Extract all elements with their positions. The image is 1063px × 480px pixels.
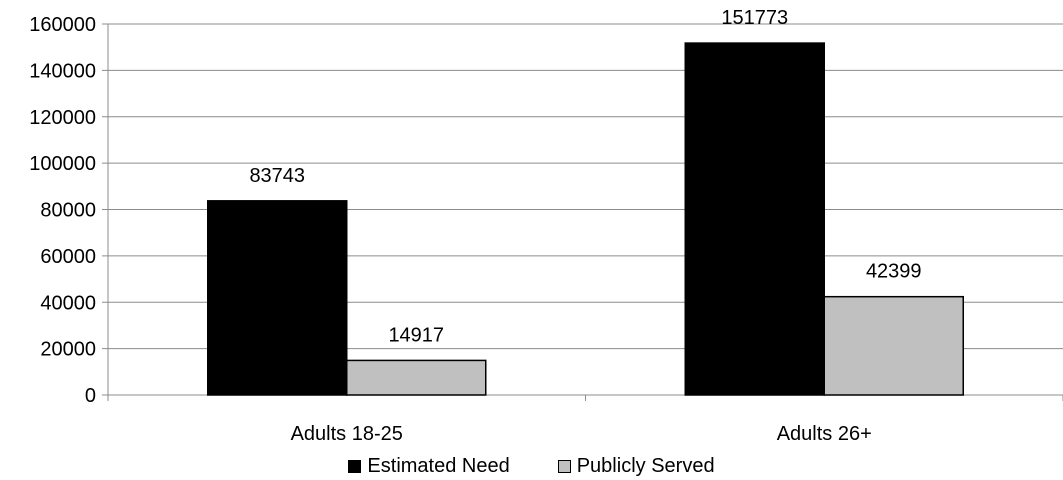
data-labels: 83743 14917 151773 42399 <box>249 7 921 346</box>
bar-estimated-need-adults-18-25 <box>207 200 348 396</box>
data-label-estimated-need-adults-26: 151773 <box>721 7 788 29</box>
legend-item-estimated-need: Estimated Need <box>348 454 510 478</box>
y-axis-tick-labels: 0 20000 40000 60000 80000 100000 120000 140000 1… <box>29 14 96 407</box>
x-axis-category-labels: Adults 18-25 Adults 26+ <box>291 423 872 445</box>
y-tick-label: 140000 <box>29 60 96 82</box>
bar-chart: 0 20000 40000 60000 80000 100000 120000 140000 1… <box>29 7 1063 445</box>
y-tick-label: 40000 <box>40 292 96 314</box>
y-tick-label: 100000 <box>29 153 96 175</box>
x-category-label: Adults 18-25 <box>291 423 403 445</box>
legend-item-publicly-served: Publicly Served <box>557 454 715 478</box>
y-tick-label: 60000 <box>40 246 96 268</box>
legend: Estimated Need Publicly Served <box>0 452 1063 480</box>
bar-estimated-need-adults-26 <box>684 42 825 396</box>
bars <box>207 42 964 396</box>
legend-label-estimated-need: Estimated Need <box>367 454 510 477</box>
bar-publicly-served-adults-18-25 <box>346 359 487 396</box>
x-category-label: Adults 26+ <box>777 423 872 445</box>
data-label-estimated-need-adults-18-25: 83743 <box>249 165 305 187</box>
legend-swatch-estimated-need <box>348 459 362 473</box>
legend-label-publicly-served: Publicly Served <box>576 454 715 477</box>
data-label-publicly-served-adults-18-25: 14917 <box>388 324 444 346</box>
y-tick-label: 80000 <box>40 200 96 222</box>
y-tick-label: 120000 <box>29 107 96 129</box>
bar-publicly-served-adults-26 <box>823 295 964 396</box>
data-label-publicly-served-adults-26: 42399 <box>866 261 922 283</box>
y-tick-label: 160000 <box>29 14 96 36</box>
legend-swatch-publicly-served <box>557 459 571 473</box>
y-tick-label: 20000 <box>40 339 96 361</box>
y-tick-label: 0 <box>85 385 96 407</box>
